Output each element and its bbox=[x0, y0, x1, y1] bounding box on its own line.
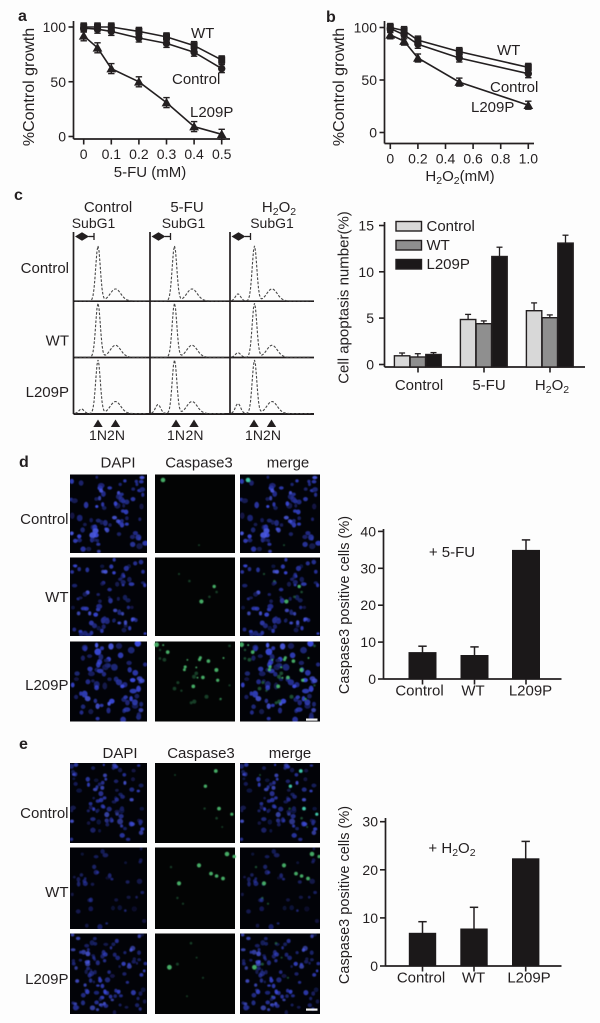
svg-text:5: 5 bbox=[366, 310, 374, 326]
svg-text:+ 5-FU: + 5-FU bbox=[429, 544, 475, 561]
svg-text:0.4: 0.4 bbox=[184, 146, 204, 162]
svg-text:Caspase3 positive cells (%): Caspase3 positive cells (%) bbox=[337, 516, 353, 694]
svg-text:Caspase3 positive cells (%): Caspase3 positive cells (%) bbox=[337, 806, 353, 984]
svg-text:SubG1: SubG1 bbox=[250, 215, 294, 231]
svg-text:WT: WT bbox=[191, 25, 214, 42]
svg-text:L209P: L209P bbox=[25, 677, 68, 694]
svg-text:L209P: L209P bbox=[427, 256, 470, 273]
svg-text:DAPI: DAPI bbox=[102, 745, 137, 762]
svg-text:Control: Control bbox=[490, 79, 538, 96]
svg-text:merge: merge bbox=[267, 455, 310, 472]
svg-text:Control: Control bbox=[427, 218, 475, 235]
svg-text:2N: 2N bbox=[186, 427, 204, 443]
svg-text:30: 30 bbox=[360, 560, 376, 576]
svg-text:merge: merge bbox=[269, 745, 312, 762]
svg-text:WT: WT bbox=[427, 237, 450, 254]
svg-text:Control: Control bbox=[84, 199, 132, 216]
svg-text:L209P: L209P bbox=[507, 970, 550, 987]
svg-text:WT: WT bbox=[462, 970, 485, 987]
svg-text:0.6: 0.6 bbox=[463, 151, 483, 167]
svg-text:10: 10 bbox=[360, 634, 376, 650]
svg-text:L209P: L209P bbox=[25, 971, 68, 988]
svg-text:H2O2: H2O2 bbox=[262, 199, 296, 218]
svg-text:L209P: L209P bbox=[509, 683, 552, 700]
svg-text:e: e bbox=[19, 736, 28, 753]
svg-text:0: 0 bbox=[368, 671, 376, 687]
svg-text:Control: Control bbox=[397, 970, 445, 987]
svg-text:SubG1: SubG1 bbox=[72, 215, 116, 231]
svg-text:15: 15 bbox=[358, 218, 374, 234]
svg-text:100: 100 bbox=[354, 20, 378, 36]
svg-text:0: 0 bbox=[369, 125, 377, 141]
svg-text:2N: 2N bbox=[107, 427, 125, 443]
svg-text:0.4: 0.4 bbox=[436, 151, 456, 167]
svg-text:Control: Control bbox=[20, 805, 68, 822]
svg-text:DAPI: DAPI bbox=[100, 455, 135, 472]
svg-text:10: 10 bbox=[362, 910, 378, 926]
svg-text:1N: 1N bbox=[89, 427, 107, 443]
svg-text:20: 20 bbox=[360, 597, 376, 613]
svg-text:d: d bbox=[19, 454, 29, 471]
svg-text:0.3: 0.3 bbox=[157, 146, 177, 162]
svg-text:10: 10 bbox=[358, 264, 374, 280]
svg-text:0: 0 bbox=[386, 151, 394, 167]
svg-text:a: a bbox=[18, 8, 27, 25]
svg-text:5-FU: 5-FU bbox=[472, 377, 505, 394]
svg-text:0: 0 bbox=[80, 146, 88, 162]
svg-text:%Control growth: %Control growth bbox=[331, 28, 348, 146]
svg-text:L209P: L209P bbox=[190, 104, 233, 121]
svg-text:5-FU (mM): 5-FU (mM) bbox=[114, 164, 186, 181]
svg-text:H2O2(mM): H2O2(mM) bbox=[425, 168, 494, 187]
svg-text:H2O2: H2O2 bbox=[535, 377, 569, 396]
svg-text:Cell apoptasis number(%): Cell apoptasis number(%) bbox=[336, 211, 353, 384]
svg-text:Control: Control bbox=[395, 683, 443, 700]
svg-text:b: b bbox=[326, 9, 336, 26]
svg-text:WT: WT bbox=[461, 683, 484, 700]
svg-text:1N: 1N bbox=[167, 427, 185, 443]
svg-text:1.0: 1.0 bbox=[519, 151, 539, 167]
svg-text:50: 50 bbox=[50, 74, 66, 90]
svg-text:5-FU: 5-FU bbox=[170, 199, 203, 216]
svg-text:+ H2O2: + H2O2 bbox=[428, 840, 475, 859]
svg-text:50: 50 bbox=[361, 72, 377, 88]
svg-text:WT: WT bbox=[46, 333, 69, 350]
svg-text:SubG1: SubG1 bbox=[162, 215, 206, 231]
svg-text:2N: 2N bbox=[263, 427, 281, 443]
svg-text:Control: Control bbox=[21, 260, 69, 277]
svg-text:0.1: 0.1 bbox=[102, 146, 122, 162]
svg-text:0.5: 0.5 bbox=[212, 146, 232, 162]
svg-text:%Control growth: %Control growth bbox=[21, 28, 38, 146]
svg-text:Caspase3: Caspase3 bbox=[167, 745, 235, 762]
svg-text:20: 20 bbox=[362, 862, 378, 878]
svg-text:L209P: L209P bbox=[471, 99, 514, 116]
svg-text:30: 30 bbox=[362, 814, 378, 830]
svg-text:c: c bbox=[14, 187, 23, 204]
svg-text:0: 0 bbox=[370, 958, 378, 974]
svg-text:Control: Control bbox=[20, 511, 68, 528]
svg-text:WT: WT bbox=[45, 884, 68, 901]
svg-text:Control: Control bbox=[395, 377, 443, 394]
svg-text:Control: Control bbox=[172, 71, 220, 88]
svg-text:0: 0 bbox=[366, 357, 374, 373]
svg-text:WT: WT bbox=[497, 42, 520, 59]
svg-text:WT: WT bbox=[45, 589, 68, 606]
svg-text:0: 0 bbox=[58, 129, 66, 145]
svg-text:100: 100 bbox=[43, 19, 67, 35]
svg-text:0.2: 0.2 bbox=[129, 146, 149, 162]
svg-text:L209P: L209P bbox=[26, 384, 69, 401]
svg-text:Caspase3: Caspase3 bbox=[165, 455, 233, 472]
svg-text:40: 40 bbox=[360, 523, 376, 539]
svg-text:0.8: 0.8 bbox=[491, 151, 511, 167]
svg-text:0.2: 0.2 bbox=[408, 151, 428, 167]
svg-text:1N: 1N bbox=[245, 427, 263, 443]
